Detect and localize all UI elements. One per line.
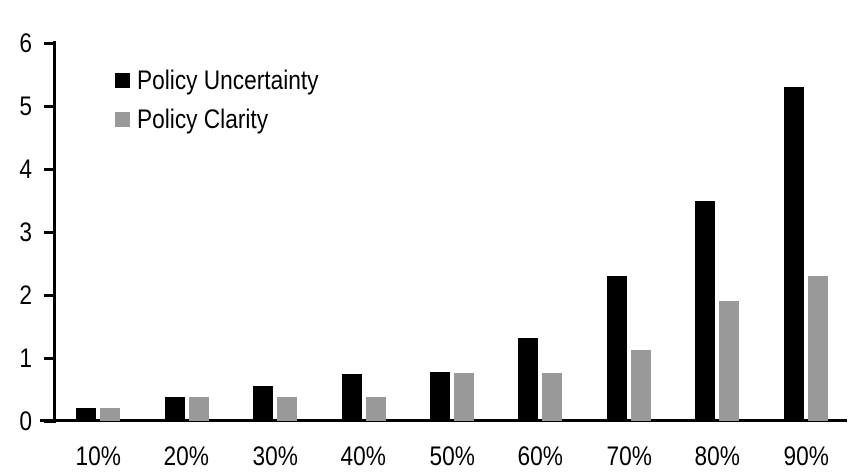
bar-policy-clarity [100, 408, 121, 421]
bar-policy-clarity [542, 373, 563, 421]
y-tick-label: 3 [19, 217, 32, 247]
bar-policy-clarity [365, 397, 386, 421]
bar-policy-clarity [454, 373, 474, 421]
x-axis-label: 60% [517, 441, 564, 471]
bar-policy-clarity [188, 397, 209, 421]
y-tick [44, 230, 56, 234]
y-tick-label: 0 [19, 406, 32, 436]
legend-label-policy-clarity: Policy Clarity [137, 103, 269, 134]
y-tick [44, 104, 56, 108]
legend-item-policy-uncertainty: Policy Uncertainty [115, 65, 353, 95]
legend-item-policy-clarity: Policy Clarity [115, 104, 353, 134]
bar-policy-clarity [630, 349, 651, 421]
bar-policy-uncertainty [430, 372, 450, 421]
y-tick [44, 167, 56, 171]
y-tick-label: 6 [19, 28, 32, 58]
y-tick-label: 1 [19, 343, 32, 373]
y-tick [44, 356, 56, 360]
bar-policy-uncertainty [341, 373, 362, 421]
x-axis-label: 10% [75, 441, 121, 471]
bar-policy-uncertainty [783, 87, 804, 421]
bar-policy-clarity [719, 301, 740, 421]
bar-policy-clarity [277, 397, 298, 421]
bar-policy-uncertainty [76, 408, 97, 421]
y-tick [44, 293, 56, 297]
legend-swatch-policy-uncertainty-icon [115, 72, 130, 88]
legend-label-policy-uncertainty: Policy Uncertainty [137, 64, 319, 95]
y-tick-label: 5 [19, 91, 32, 121]
bar-policy-uncertainty [164, 397, 185, 421]
x-axis-label: 40% [340, 441, 387, 471]
x-axis-label: 20% [163, 441, 210, 471]
bar-policy-uncertainty [606, 276, 627, 421]
x-axis-label: 70% [606, 441, 652, 471]
y-tick-label: 2 [19, 280, 32, 310]
y-tick [44, 419, 56, 423]
bar-policy-uncertainty [695, 200, 716, 421]
y-tick [44, 41, 56, 45]
legend: Policy Uncertainty Policy Clarity [115, 65, 353, 134]
x-axis-label: 80% [694, 441, 741, 471]
bar-policy-uncertainty [518, 337, 539, 421]
x-axis-label: 50% [429, 441, 475, 471]
bar-policy-uncertainty [253, 386, 274, 421]
y-tick-label: 4 [19, 154, 32, 184]
bar-policy-clarity [807, 276, 828, 421]
x-axis-label: 30% [252, 441, 298, 471]
x-axis-label: 90% [783, 441, 829, 471]
legend-swatch-policy-clarity-icon [115, 111, 130, 127]
